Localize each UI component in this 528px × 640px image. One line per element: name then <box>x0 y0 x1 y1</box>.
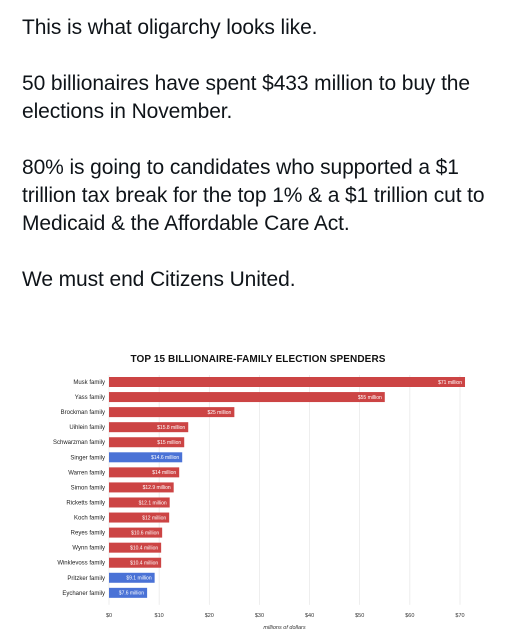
post-paragraph-1: This is what oligarchy looks like. <box>22 16 318 39</box>
x-tick-label: $70 <box>455 613 464 619</box>
category-label: Simon family <box>71 485 105 491</box>
bar-value-label: $10.6 million <box>131 530 159 536</box>
bar-value-label: $55 million <box>358 395 382 401</box>
category-label: Reyes family <box>71 531 105 537</box>
bar-value-label: $12.1 million <box>139 500 167 506</box>
post-paragraph-4: We must end Citizens United. <box>22 268 296 291</box>
x-tick-label: $40 <box>305 613 314 619</box>
category-label: Koch family <box>74 516 105 522</box>
x-axis-label: millions of dollars <box>263 625 305 631</box>
chart-title: TOP 15 BILLIONAIRE-FAMILY ELECTION SPEND… <box>130 354 386 365</box>
bar-value-label: $14 million <box>152 470 176 476</box>
bar <box>109 542 162 553</box>
bar <box>109 392 385 403</box>
bar <box>109 452 183 463</box>
category-label: Ricketts family <box>66 500 105 506</box>
bar-value-label: $14.6 million <box>151 455 179 461</box>
x-tick-label: $30 <box>255 613 264 619</box>
bar-value-label: $7.6 million <box>119 591 145 597</box>
bar-value-label: $71 million <box>438 380 462 386</box>
bar <box>109 572 155 583</box>
category-label: Singer family <box>70 455 105 461</box>
post-text: This is what oligarchy looks like. 50 bi… <box>22 14 516 322</box>
category-label: Winklevoss family <box>57 561 105 567</box>
bar-value-label: $10.4 million <box>130 545 158 551</box>
category-label: Schwarzman family <box>53 440 105 446</box>
bar <box>109 557 162 568</box>
category-label: Brockman family <box>61 410 105 416</box>
bar-value-label: $15.8 million <box>157 425 185 431</box>
bar <box>109 377 466 387</box>
x-tick-label: $10 <box>155 613 164 619</box>
category-label: Musk family <box>73 380 105 386</box>
bar-value-label: $12.9 million <box>143 485 171 491</box>
category-label: Pritzker family <box>67 576 105 582</box>
chart-image[interactable]: TOP 15 BILLIONAIRE-FAMILY ELECTION SPEND… <box>18 344 514 634</box>
category-label: Wynn family <box>72 546 105 552</box>
bar <box>109 437 185 448</box>
bar-value-label: $12 million <box>142 515 166 521</box>
bar <box>109 407 235 418</box>
bar-chart: $0 $10 $20 $30 $40 $50 $60 $70 millions of dolla… <box>53 375 466 631</box>
x-tick-label: $20 <box>205 613 214 619</box>
x-tick-label: $60 <box>405 613 414 619</box>
category-label: Eychaner family <box>62 591 105 597</box>
bar <box>109 422 189 433</box>
bar-value-label: $25 million <box>207 410 231 416</box>
bar-value-label: $9.1 million <box>126 576 152 582</box>
bar-value-label: $15 million <box>157 440 181 446</box>
category-label: Yass family <box>75 395 105 401</box>
x-tick-label: $0 <box>106 613 112 619</box>
post-paragraph-2: 50 billionaires have spent $433 million … <box>22 72 470 123</box>
category-label: Warren family <box>68 470 105 476</box>
bar <box>109 497 170 508</box>
bar <box>109 587 148 598</box>
category-label: Uihlein family <box>69 425 105 431</box>
bar <box>109 482 174 493</box>
post-paragraph-3: 80% is going to candidates who supported… <box>22 156 485 235</box>
bar <box>109 527 163 538</box>
x-tick-label: $50 <box>355 613 364 619</box>
bar <box>109 467 180 478</box>
bar <box>109 512 170 523</box>
bar-value-label: $10.4 million <box>130 561 158 567</box>
